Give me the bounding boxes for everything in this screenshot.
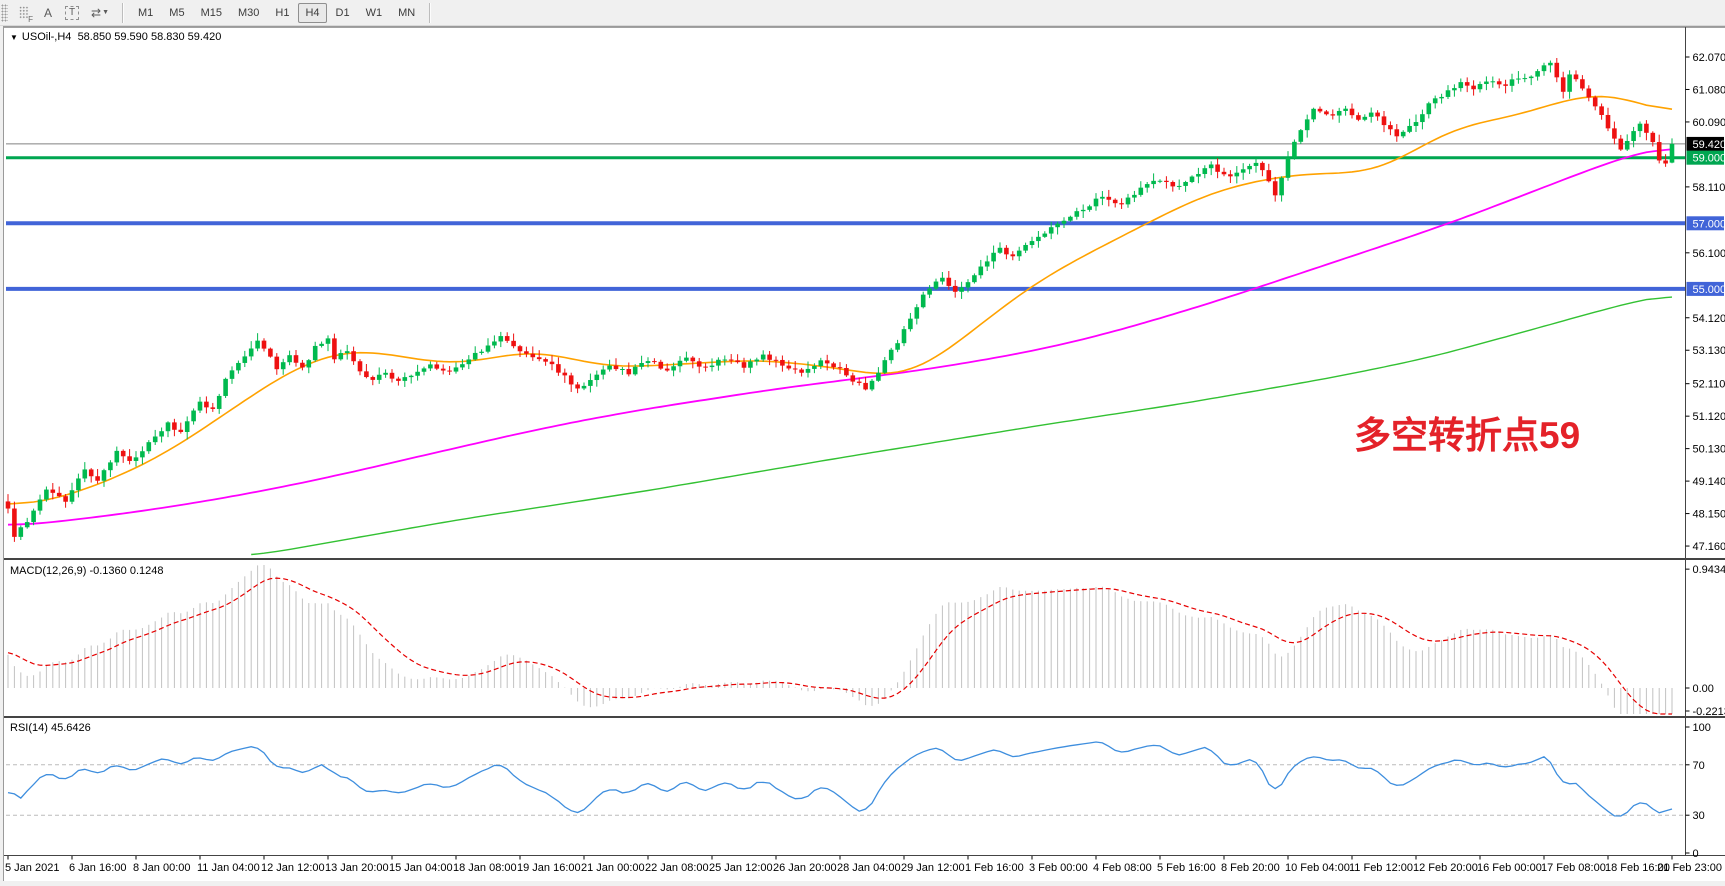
price-axis-label: 60.090 [1693,117,1725,129]
price-badge-label: 59.420 [1693,139,1725,151]
time-axis-label: 5 Jan 2021 [5,862,59,874]
time-axis-label: 6 Jan 16:00 [69,862,127,874]
macd-axis-label: 0.9434 [1693,564,1725,576]
price-axis-label: 53.130 [1693,345,1725,357]
chart-title: ▼ USOil-,H4 58.850 59.590 58.830 59.420 [10,31,221,43]
toolbar: F A T ⇄ ▼ M1 M5 M15 M30 H1 H4 D1 W1 MN [0,0,1725,26]
macd-axis-label: 0.00 [1693,683,1714,695]
chevron-down-icon: ▼ [102,9,109,16]
rsi-axis-label: 100 [1693,722,1711,734]
time-axis-label: 8 Jan 00:00 [133,862,191,874]
price-axis-label: 48.150 [1693,509,1725,521]
price-axis-label: 50.130 [1693,444,1725,456]
price-badge-label: 57.000 [1693,218,1725,230]
macd-label: MACD(12,26,9) -0.1360 0.1248 [10,565,164,577]
timeframe-button-MN[interactable]: MN [391,3,422,23]
double-arrow-icon: ⇄ [91,5,102,20]
macd-histogram [7,564,1673,714]
macd-signal-line [7,577,1672,715]
price-badge-label: 55.000 [1693,284,1725,296]
price-axis-label: 56.100 [1693,248,1725,260]
price-axis-label: 49.140 [1693,476,1725,488]
chart-annotation-text[interactable]: 多空转折点59 [1354,415,1581,456]
rsi-label: RSI(14) 45.6426 [10,722,91,734]
rsi-axis-label: 30 [1693,810,1705,822]
price-axis-label: 61.080 [1693,84,1725,96]
time-axis-label: 26 Jan 20:00 [773,862,837,874]
time-axis-label: 19 Jan 16:00 [517,862,581,874]
rsi-axis-label: 0 [1693,848,1699,860]
time-axis-label: 5 Feb 16:00 [1157,862,1216,874]
time-axis-label: 15 Jan 04:00 [389,862,453,874]
time-axis-label: 21 Jan 00:00 [581,862,645,874]
time-axis-label: 12 Feb 20:00 [1413,862,1478,874]
price-badge-label: 59.000 [1693,153,1725,165]
text-tool-button[interactable]: T [61,3,83,23]
time-axis-label: 25 Jan 12:00 [709,862,773,874]
grid-dots-icon: F [19,6,33,24]
price-axis-label: 58.110 [1693,182,1725,194]
timeframe-button-D1[interactable]: D1 [329,3,357,23]
price-badge [1686,150,1724,165]
symbol-caret-icon: ▼ [10,33,18,42]
timeframe-button-H1[interactable]: H1 [268,3,296,23]
toolbar-separator [122,2,124,23]
timeframe-button-W1[interactable]: W1 [359,3,390,23]
timeframe-button-H4[interactable]: H4 [298,2,327,23]
candlesticks [5,58,1675,542]
price-badge [1686,216,1724,231]
moving-average [7,148,1673,526]
price-axis-label: 51.120 [1693,411,1725,423]
horizontal-level-lines[interactable] [6,143,1686,291]
time-axis-label: 16 Feb 00:00 [1477,862,1542,874]
time-axis-label: 18 Jan 08:00 [453,862,517,874]
timeframe-button-M5[interactable]: M5 [162,3,191,23]
time-axis-label: 4 Feb 08:00 [1093,862,1152,874]
price-axis: 62.070 61.080 60.090 58.110 56.100 54.120 53.1… [1685,52,1725,553]
symbol-label: USOil-,H4 [21,31,72,43]
timeframe-group: M1 M5 M15 M30 H1 H4 D1 W1 MN [130,2,423,23]
toolbar-separator [429,2,432,23]
rsi-axis-label: 70 [1693,760,1705,772]
price-badge [1686,281,1724,296]
price-badge [1686,136,1724,151]
time-axis-label: 21 Feb 23:00 [1657,862,1722,874]
macd-axis-label: -0.2213 [1693,706,1725,718]
time-axis: 5 Jan 2021 6 Jan 16:00 8 Jan 00:00 11 Jan 0… [5,856,1722,874]
time-axis-label: 3 Feb 00:00 [1029,862,1088,874]
annotate-button[interactable]: A [37,3,59,23]
time-axis-label: 1 Feb 16:00 [965,862,1024,874]
time-axis-label: 11 Jan 04:00 [197,862,260,874]
time-axis-label: 18 Feb 16:00 [1605,862,1670,874]
price-axis-label: 47.160 [1693,541,1725,553]
toolbar-grip[interactable] [1,3,8,22]
letter-a-icon: A [43,5,52,20]
time-axis-label: 29 Jan 12:00 [901,862,965,874]
time-axis-label: 13 Jan 20:00 [325,862,389,874]
price-axis-label: 54.120 [1693,313,1725,325]
text-tool-icon: T [64,5,80,20]
chart-grid-button[interactable]: F [13,3,35,24]
timeframe-button-M30[interactable]: M30 [231,3,266,23]
time-axis-label: 11 Feb 12:00 [1349,862,1413,874]
rsi-line [7,741,1673,817]
timeframe-button-M15[interactable]: M15 [194,3,229,23]
price-axis-label: 52.110 [1693,379,1725,391]
time-axis-label: 22 Jan 08:00 [645,862,709,874]
time-axis-label: 17 Feb 08:00 [1541,862,1606,874]
time-axis-label: 10 Feb 04:00 [1285,862,1350,874]
moving-average [251,296,1673,556]
timeframe-button-M1[interactable]: M1 [131,3,160,23]
time-axis-label: 28 Jan 04:00 [837,862,901,874]
cursor-mode-button[interactable]: ⇄ ▼ [85,3,115,23]
time-axis-label: 8 Feb 20:00 [1221,862,1280,874]
price-axis-label: 62.070 [1693,52,1725,64]
ohlc-quotes: 58.850 59.590 58.830 59.420 [77,31,222,43]
time-axis-label: 12 Jan 12:00 [261,862,325,874]
